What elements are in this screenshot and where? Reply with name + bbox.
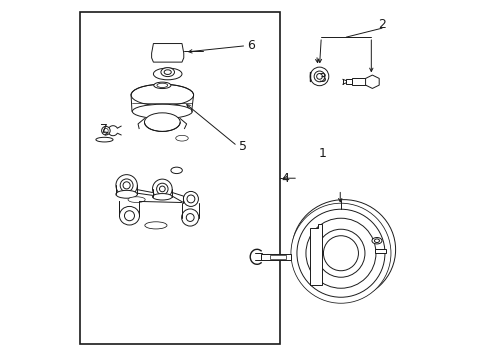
Circle shape — [305, 218, 375, 288]
Ellipse shape — [291, 200, 395, 300]
Circle shape — [316, 229, 364, 277]
Polygon shape — [260, 254, 290, 260]
Circle shape — [290, 203, 390, 303]
Ellipse shape — [116, 190, 137, 198]
Ellipse shape — [120, 179, 133, 192]
Ellipse shape — [181, 209, 198, 226]
Ellipse shape — [171, 167, 182, 174]
Circle shape — [293, 206, 387, 300]
Ellipse shape — [132, 104, 192, 118]
Ellipse shape — [309, 67, 328, 86]
Ellipse shape — [119, 206, 139, 225]
Ellipse shape — [128, 197, 145, 203]
Polygon shape — [309, 224, 322, 285]
Polygon shape — [346, 79, 351, 84]
Ellipse shape — [153, 68, 182, 80]
Ellipse shape — [313, 71, 324, 82]
Polygon shape — [351, 78, 367, 85]
Ellipse shape — [156, 183, 168, 195]
Polygon shape — [269, 255, 285, 258]
Text: 4: 4 — [281, 172, 289, 185]
Ellipse shape — [144, 113, 180, 131]
Ellipse shape — [116, 175, 137, 196]
Ellipse shape — [161, 68, 174, 77]
Ellipse shape — [152, 194, 172, 200]
Ellipse shape — [153, 82, 171, 89]
Text: 3: 3 — [318, 72, 325, 85]
Text: 1: 1 — [318, 147, 325, 160]
Ellipse shape — [144, 222, 166, 229]
Text: 7: 7 — [100, 123, 108, 136]
Text: 5: 5 — [238, 140, 246, 153]
Circle shape — [296, 209, 384, 297]
Circle shape — [296, 209, 384, 297]
Text: 6: 6 — [246, 39, 254, 52]
Bar — [80, 12, 280, 344]
Polygon shape — [365, 75, 378, 89]
Ellipse shape — [102, 126, 110, 135]
Ellipse shape — [371, 238, 381, 244]
Ellipse shape — [131, 84, 193, 106]
Polygon shape — [151, 44, 183, 62]
Polygon shape — [374, 249, 385, 252]
Text: 2: 2 — [377, 18, 385, 31]
Ellipse shape — [152, 179, 172, 199]
Ellipse shape — [183, 192, 198, 206]
Ellipse shape — [96, 137, 113, 142]
Ellipse shape — [175, 135, 188, 141]
